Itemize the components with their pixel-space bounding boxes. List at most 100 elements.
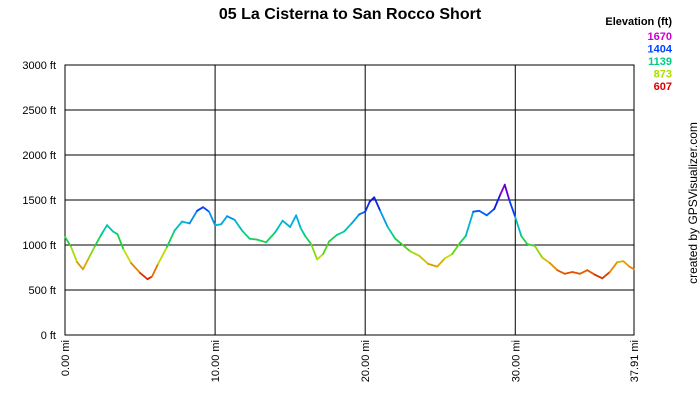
elevation-segment xyxy=(310,243,319,261)
x-tick-label: 37.91 mi xyxy=(629,340,641,382)
elevation-segment xyxy=(208,210,216,227)
elevation-segment xyxy=(601,271,611,280)
elevation-segment xyxy=(386,226,397,240)
elevation-segment xyxy=(622,260,631,268)
elevation-segment xyxy=(578,269,589,275)
elevation-segment xyxy=(358,210,367,216)
elevation-segment xyxy=(427,262,439,268)
elevation-segment xyxy=(304,235,313,246)
elevation-segment xyxy=(563,271,574,275)
elevation-profile-line xyxy=(64,183,635,281)
elevation-segment xyxy=(556,269,566,275)
elevation-segment xyxy=(335,230,346,237)
chart-grid xyxy=(64,64,635,336)
y-tick-label: 1000 ft xyxy=(22,240,56,252)
legend-entry: 607 xyxy=(654,81,672,93)
elevation-segment xyxy=(151,262,159,278)
elevation-segment xyxy=(157,245,168,265)
elevation-segment xyxy=(295,214,302,229)
elevation-segment xyxy=(373,196,382,212)
elevation-segment xyxy=(436,257,446,268)
x-tick-label: 10.00 mi xyxy=(210,340,222,382)
y-tick-label: 2000 ft xyxy=(22,150,56,162)
elevation-segment xyxy=(76,261,84,271)
y-tick-label: 500 ft xyxy=(28,285,56,297)
elevation-segment xyxy=(503,183,511,201)
elevation-segment xyxy=(106,224,114,233)
elevation-segment xyxy=(202,206,210,213)
elevation-segment xyxy=(220,215,229,226)
elevation-segment xyxy=(265,231,277,244)
elevation-segment xyxy=(82,256,90,271)
elevation-segment xyxy=(281,219,292,228)
elevation-segment xyxy=(541,256,551,264)
legend-entry: 1139 xyxy=(648,56,672,68)
x-tick-label: 20.00 mi xyxy=(360,340,372,382)
credit-text: created by GPSVisualizer.com xyxy=(686,122,700,284)
elevation-segment xyxy=(241,229,251,240)
elevation-segment xyxy=(173,220,183,232)
elevation-segment xyxy=(628,265,635,271)
elevation-segment xyxy=(233,218,244,232)
elevation-segment xyxy=(316,253,325,261)
legend-entry: 1670 xyxy=(648,31,672,43)
elevation-segment xyxy=(451,242,461,255)
legend-entry: 873 xyxy=(654,69,672,81)
elevation-segment xyxy=(214,223,223,227)
elevation-segment xyxy=(64,235,72,248)
chart-title: 05 La Cisterna to San Rocco Short xyxy=(219,6,482,23)
elevation-segment xyxy=(166,229,176,248)
elevation-segment xyxy=(520,235,529,246)
elevation-segment xyxy=(70,245,78,264)
elevation-segment xyxy=(248,237,259,241)
elevation-segment xyxy=(401,244,412,253)
elevation-segment xyxy=(328,234,338,243)
elevation-segment xyxy=(493,193,502,210)
elevation-segment xyxy=(472,209,481,213)
elevation-segment xyxy=(350,213,361,225)
elevation-segment xyxy=(458,235,467,245)
elevation-segment xyxy=(274,219,284,234)
elevation-segment xyxy=(116,233,125,251)
elevation-segment xyxy=(256,238,268,244)
elevation-segment xyxy=(379,209,389,228)
elevation-segment xyxy=(478,209,488,217)
y-tick-label: 2500 ft xyxy=(22,105,56,117)
elevation-segment xyxy=(88,244,96,259)
x-tick-label: 30.00 mi xyxy=(510,340,522,382)
elevation-segment xyxy=(526,243,536,247)
elevation-segment xyxy=(226,215,236,221)
elevation-segment xyxy=(188,209,198,225)
elevation-segment xyxy=(514,216,523,237)
y-tick-label: 3000 ft xyxy=(22,60,56,72)
elevation-segment xyxy=(508,199,517,219)
elevation-segment xyxy=(418,254,430,265)
y-tick-label: 1500 ft xyxy=(22,195,56,207)
elevation-segment xyxy=(139,271,149,281)
elevation-segment xyxy=(593,273,604,280)
y-axis-ticks: 0 ft 500 ft 1000 ft 1500 ft 2000 ft 2500 ft 30… xyxy=(22,60,56,342)
elevation-segment xyxy=(409,250,421,257)
elevation-segment xyxy=(533,244,544,259)
elevation-segment xyxy=(464,210,475,237)
elevation-segment xyxy=(343,222,353,233)
elevation-segment xyxy=(499,183,506,196)
y-tick-label: 0 ft xyxy=(41,330,56,342)
elevation-segment xyxy=(196,206,204,212)
elevation-segment xyxy=(299,226,307,237)
elevation-segment xyxy=(130,262,141,274)
elevation-segment xyxy=(100,224,108,237)
elevation-segment xyxy=(485,208,496,217)
legend-entry: 1404 xyxy=(648,44,673,56)
legend-title: Elevation (ft) xyxy=(605,16,672,28)
x-tick-label: 0.00 mi xyxy=(60,340,72,376)
elevation-segment xyxy=(608,261,619,273)
elevation-segment xyxy=(364,200,371,213)
elevation-segment xyxy=(368,196,376,203)
x-axis-ticks: 0.00 mi 10.00 mi 20.00 mi 30.00 mi 37.91 mi xyxy=(60,340,641,382)
elevation-segment xyxy=(322,240,331,255)
elevation-segment xyxy=(122,248,132,264)
elevation-segment xyxy=(586,269,596,276)
